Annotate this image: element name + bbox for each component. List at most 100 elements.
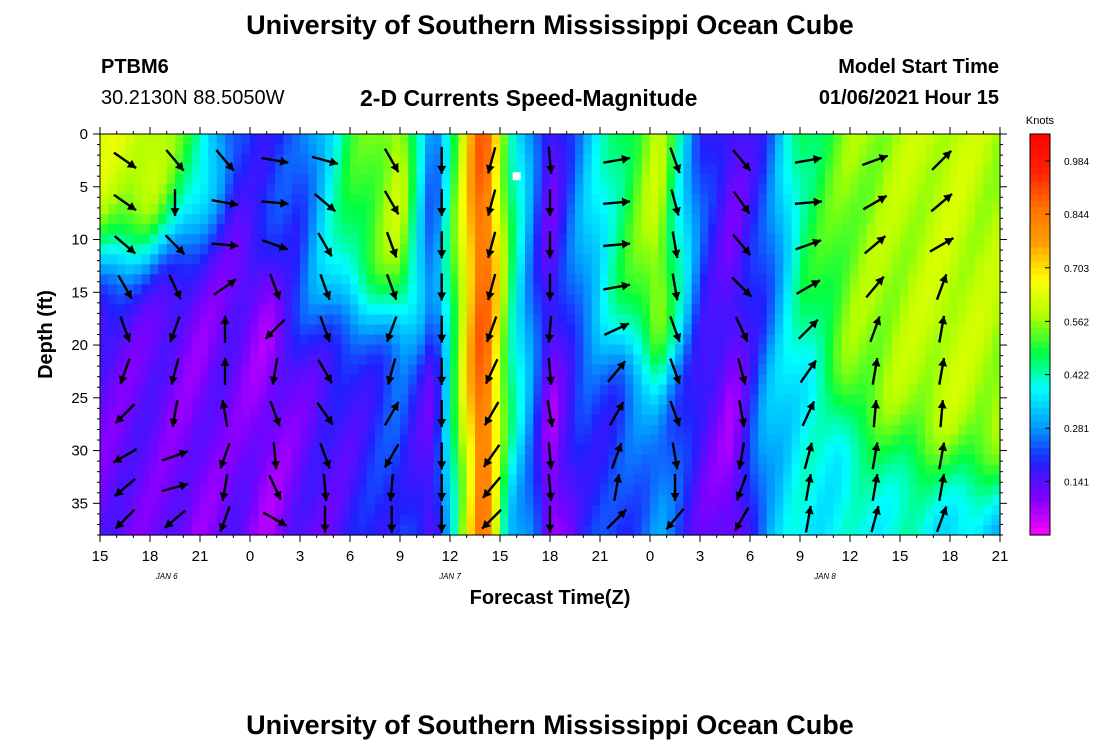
heatmap-cell: [708, 274, 718, 285]
heatmap-cell: [300, 214, 309, 225]
heatmap-cell: [158, 464, 168, 476]
current-arrow: [485, 273, 497, 301]
heatmap-cell: [666, 154, 676, 165]
heatmap-cell: [391, 274, 401, 285]
heatmap-cell: [891, 374, 901, 386]
heatmap-cell: [275, 434, 284, 446]
heatmap-cell: [700, 434, 709, 446]
heatmap-cell: [250, 134, 259, 145]
heatmap-cell: [500, 274, 509, 285]
heatmap-cell: [441, 194, 451, 205]
heatmap-cell: [291, 404, 301, 416]
heatmap-cell: [600, 434, 609, 446]
heatmap-cell: [650, 354, 659, 366]
heatmap-cell: [791, 524, 801, 536]
heatmap-cell: [450, 264, 459, 275]
heatmap-cell: [500, 424, 509, 436]
heatmap-cell: [316, 484, 326, 496]
heatmap-cell: [725, 214, 734, 225]
heatmap-cell: [616, 204, 626, 215]
page-title: University of Southern Mississippi Ocean…: [246, 10, 854, 40]
arrow-head: [741, 161, 751, 171]
heatmap-cell: [558, 404, 568, 416]
heatmap-cell: [233, 344, 243, 356]
heatmap-cell: [816, 354, 826, 366]
heatmap-cell: [133, 164, 143, 175]
heatmap-cell: [666, 254, 676, 265]
heatmap-cell: [616, 524, 626, 536]
arrow-head: [175, 161, 184, 171]
heatmap-cell: [800, 294, 809, 306]
heatmap-cell: [408, 424, 418, 436]
heatmap-cell: [158, 274, 168, 285]
heatmap-cell: [183, 244, 193, 255]
heatmap-cell: [541, 494, 551, 506]
heatmap-cell: [308, 474, 318, 486]
heatmap-cell: [566, 234, 576, 245]
heatmap-cell: [225, 464, 234, 476]
heatmap-cell: [466, 234, 476, 245]
heatmap-cell: [616, 134, 626, 145]
heatmap-cell: [650, 364, 659, 376]
heatmap-cell: [416, 224, 426, 235]
heatmap-cell: [491, 294, 501, 306]
heatmap-cell: [625, 444, 634, 456]
heatmap-cell: [391, 214, 401, 225]
arrow-head: [621, 197, 631, 207]
heatmap-cell: [766, 214, 776, 225]
heatmap-cell: [850, 514, 859, 526]
heatmap-cell: [175, 374, 184, 386]
heatmap-cell: [275, 134, 284, 145]
heatmap-cell: [200, 224, 209, 235]
heatmap-cell: [750, 514, 759, 526]
heatmap-cell: [300, 184, 309, 195]
current-arrow: [930, 192, 953, 213]
heatmap-cell: [150, 354, 159, 366]
heatmap-cell: [616, 454, 626, 466]
heatmap-cell: [808, 244, 818, 255]
heatmap-cell: [658, 244, 668, 255]
heatmap-cell: [175, 354, 184, 366]
heatmap-cell: [991, 174, 1001, 185]
heatmap-cell: [616, 284, 626, 296]
heatmap-cell: [758, 504, 768, 516]
heatmap-cell: [425, 434, 434, 446]
heatmap-cell: [558, 184, 568, 195]
heatmap-cell: [100, 334, 109, 346]
heatmap-cell: [975, 264, 984, 275]
heatmap-cell: [825, 254, 834, 265]
heatmap-cell: [933, 474, 943, 486]
heatmap-cell: [408, 364, 418, 376]
heatmap-cell: [183, 174, 193, 185]
heatmap-cell: [816, 414, 826, 426]
heatmap-cell: [175, 364, 184, 376]
heatmap-cell: [675, 294, 684, 306]
heatmap-cell: [916, 444, 926, 456]
heatmap-cell: [425, 364, 434, 376]
heatmap-cell: [408, 294, 418, 306]
heatmap-cell: [483, 474, 493, 486]
heatmap-cell: [750, 134, 759, 145]
heatmap-cell: [933, 414, 943, 426]
heatmap-cell: [833, 454, 843, 466]
heatmap-cell: [266, 524, 276, 536]
heatmap-cell: [733, 144, 743, 155]
current-arrow: [220, 315, 230, 343]
heatmap-cell: [191, 354, 201, 366]
heatmap-cell: [591, 324, 601, 336]
heatmap-cell: [341, 514, 351, 526]
heatmap-cell: [608, 354, 618, 366]
current-arrow: [669, 316, 682, 343]
heatmap-cell: [925, 304, 934, 316]
heatmap-cell: [316, 394, 326, 406]
heatmap-cell: [441, 504, 451, 516]
y-tick-label: 20: [71, 337, 88, 354]
heatmap-cell: [625, 394, 634, 406]
heatmap-cell: [883, 284, 893, 296]
heatmap-cell: [825, 524, 834, 536]
heatmap-cell: [700, 404, 709, 416]
heatmap-cell: [558, 244, 568, 255]
heatmap-cell: [991, 474, 1001, 486]
current-arrow: [869, 316, 882, 343]
heatmap-cell: [741, 524, 751, 536]
